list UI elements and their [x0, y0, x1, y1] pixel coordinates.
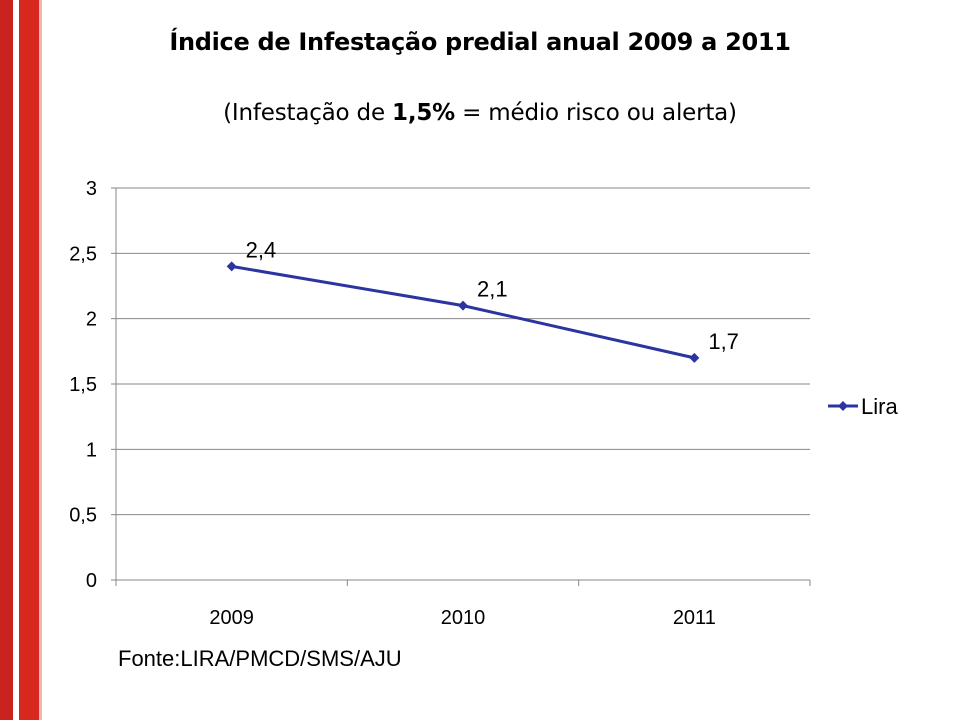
data-point-2010 [458, 300, 468, 311]
subtitle-threshold: 1,5% [392, 100, 456, 126]
data-label-2011: 1,7 [708, 329, 739, 354]
data-label-2009: 2,4 [246, 237, 277, 262]
y-tick-label-1: 0,5 [69, 505, 97, 527]
chart-title: Índice de Infestação predial anual 2009 … [169, 28, 791, 56]
subtitle-before: (Infestação de [223, 100, 393, 126]
subtitle-after: = médio risco ou alerta) [455, 100, 737, 126]
decorative-pink-stripe [39, 0, 42, 720]
x-tick-label-2010: 2010 [441, 607, 486, 629]
y-tick-label-5: 2,5 [69, 243, 97, 265]
data-point-2009 [226, 261, 237, 272]
data-label-2010: 2,1 [477, 277, 508, 302]
decorative-red-stripe-wide [19, 0, 39, 720]
y-tick-label-2: 1 [86, 439, 97, 461]
x-tick-label-2009: 2009 [209, 607, 254, 629]
series-line-lira [231, 264, 695, 360]
data-point-2011 [689, 352, 700, 363]
decorative-red-stripe [0, 0, 13, 720]
legend-label-lira: Lira [861, 394, 898, 419]
y-tick-label-6: 3 [86, 178, 97, 200]
y-tick-label-3: 1,5 [69, 374, 97, 396]
chart-subtitle: (Infestação de 1,5% = médio risco ou ale… [0, 100, 960, 126]
y-tick-label-4: 2 [86, 309, 97, 331]
legend-marker-lira [838, 401, 848, 411]
y-tick-label-0: 0 [86, 570, 97, 592]
x-tick-label-2011: 2011 [673, 607, 716, 629]
source-note: Fonte:LIRA/PMCD/SMS/AJU [118, 646, 402, 671]
decorative-white-stripe [13, 0, 19, 720]
